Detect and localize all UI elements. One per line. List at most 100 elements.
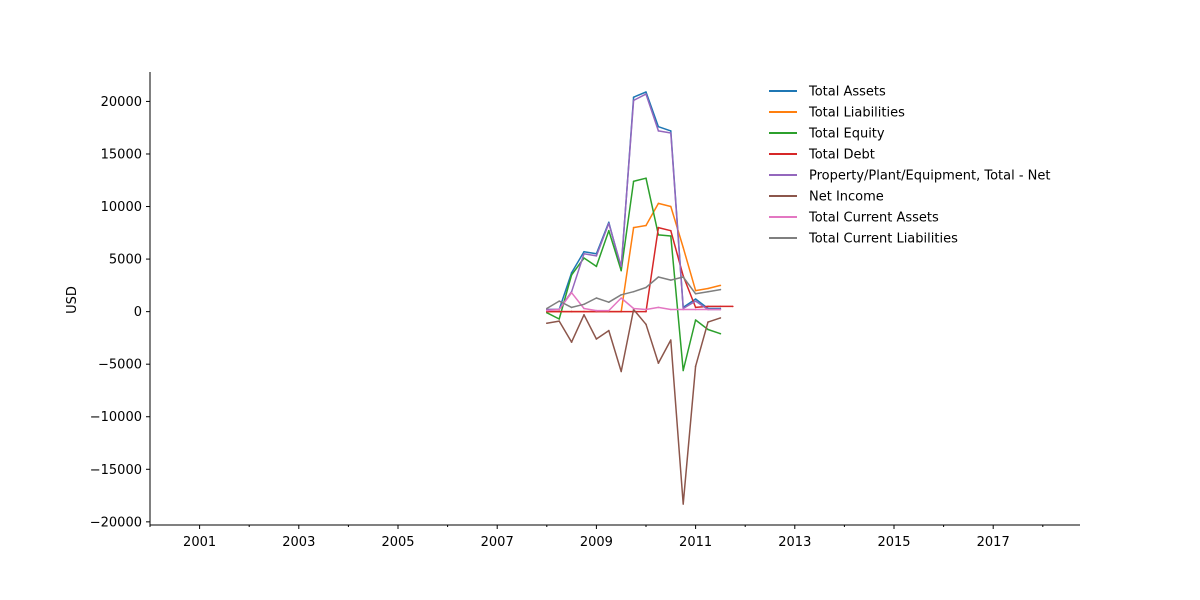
series-4: [546, 93, 722, 311]
legend-label: Total Current Assets: [808, 211, 939, 226]
series-layer: [546, 91, 734, 505]
y-tick-label: 10000: [101, 200, 142, 215]
data-point: [632, 99, 635, 102]
series-2: [546, 177, 722, 372]
data-point: [670, 235, 672, 237]
data-point: [657, 226, 660, 229]
data-point: [682, 503, 684, 505]
legend-item: Total Current Liabilities: [769, 232, 958, 247]
data-point: [595, 255, 598, 257]
data-point: [682, 369, 684, 372]
data-point: [682, 246, 684, 249]
data-point: [657, 362, 660, 364]
data-point: [645, 308, 647, 311]
data-point: [632, 180, 635, 183]
y-tick-label: −20000: [90, 515, 142, 530]
data-point: [645, 224, 647, 227]
data-point: [707, 308, 709, 311]
series-line: [546, 308, 721, 505]
data-point: [546, 322, 548, 325]
data-point: [608, 329, 610, 332]
legend-label: Total Liabilities: [808, 106, 905, 121]
data-point: [694, 365, 697, 368]
data-point: [657, 130, 660, 132]
y-axis-ticks: −20000 −15000 −10000 −5000 0 5000 10000 15000 20…: [90, 95, 150, 530]
y-tick-label: 15000: [101, 147, 142, 162]
data-point: [670, 229, 672, 232]
data-point: [645, 323, 647, 326]
data-point: [632, 96, 635, 98]
data-point: [657, 306, 660, 309]
data-point: [670, 279, 672, 281]
data-point: [719, 305, 722, 308]
x-tick-label: 2011: [679, 535, 712, 550]
legend-item: Total Debt: [769, 148, 875, 163]
data-point: [632, 307, 635, 310]
data-point: [719, 332, 722, 335]
data-point: [620, 269, 622, 272]
legend-item: Total Assets: [769, 85, 886, 100]
data-point: [645, 91, 647, 93]
y-tick-label: −5000: [98, 358, 142, 373]
data-point: [608, 221, 610, 224]
data-point: [694, 293, 697, 295]
data-point: [558, 318, 560, 320]
data-point: [583, 314, 585, 316]
series-6: [546, 291, 722, 312]
legend-label: Total Equity: [808, 127, 885, 142]
data-point: [657, 202, 660, 205]
data-point: [620, 370, 622, 373]
data-point: [719, 308, 722, 311]
legend-item: Net Income: [769, 190, 884, 205]
data-point: [546, 307, 548, 310]
y-tick-label: −10000: [90, 410, 142, 425]
data-point: [645, 310, 647, 313]
x-axis-ticks: 2001 2003 2005 2007 2009 2011 2013 2015 2017: [149, 525, 1044, 550]
data-point: [620, 294, 622, 296]
legend-item: Total Liabilities: [769, 106, 905, 121]
y-tick-label: 20000: [101, 95, 142, 110]
series-5: [546, 308, 722, 505]
data-point: [595, 265, 598, 268]
data-point: [719, 317, 722, 319]
data-point: [670, 339, 672, 341]
data-point: [694, 308, 697, 311]
data-point: [583, 257, 585, 259]
data-point: [670, 132, 672, 134]
legend-label: Total Current Liabilities: [808, 232, 958, 247]
data-point: [707, 287, 709, 290]
y-tick-label: −15000: [90, 463, 142, 478]
data-point: [620, 265, 622, 268]
x-tick-label: 2015: [877, 535, 910, 550]
data-point: [608, 309, 610, 312]
data-point: [558, 320, 560, 322]
data-point: [608, 222, 610, 225]
y-tick-label: 0: [134, 305, 142, 320]
x-tick-label: 2003: [282, 535, 315, 550]
data-point: [682, 276, 684, 278]
data-point: [558, 300, 560, 302]
x-tick-label: 2005: [381, 535, 414, 550]
data-point: [620, 310, 622, 313]
data-point: [632, 226, 635, 229]
legend-label: Net Income: [809, 190, 884, 205]
legend-label: Total Assets: [808, 85, 886, 100]
data-point: [670, 308, 672, 311]
data-point: [583, 310, 585, 313]
data-point: [632, 290, 635, 293]
legend-label: Total Debt: [808, 148, 875, 163]
data-point: [707, 290, 709, 293]
data-point: [657, 276, 660, 278]
data-point: [682, 275, 684, 277]
data-point: [570, 341, 573, 343]
data-point: [694, 306, 697, 309]
plot-area: 2001 2003 2005 2007 2009 2011 2013 2015 2017 −20…: [90, 72, 1080, 550]
data-point: [694, 300, 697, 302]
data-point: [583, 250, 585, 253]
data-point: [694, 298, 697, 300]
data-point: [570, 310, 573, 313]
series-line: [546, 177, 721, 372]
data-point: [608, 229, 610, 232]
x-tick-label: 2013: [778, 535, 811, 550]
